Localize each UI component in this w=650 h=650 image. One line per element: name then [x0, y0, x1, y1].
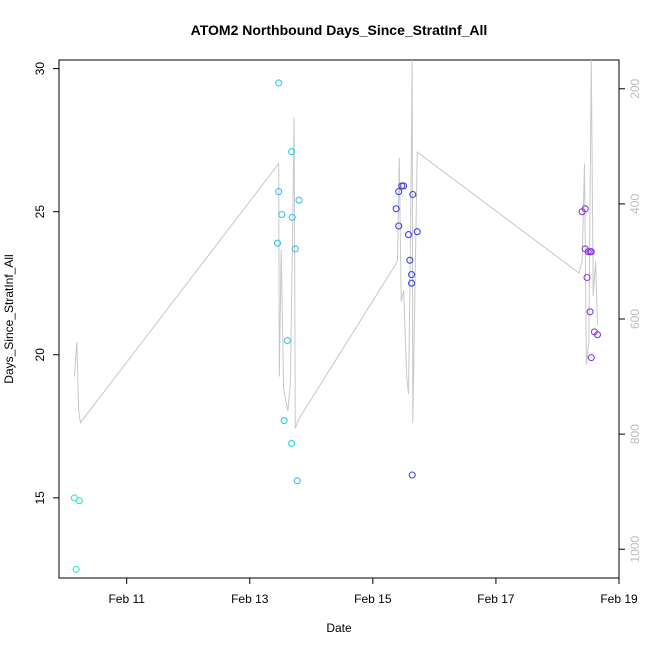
data-point-series-3-1 — [392, 205, 400, 213]
y-axis: 15 20 25 30 — [33, 62, 59, 505]
data-point-series-1-2 — [72, 565, 80, 573]
data-point-series-2-8 — [288, 213, 296, 221]
y2-tick-label-5: 1000 — [628, 536, 642, 563]
x-tick-label-4: Feb 17 — [477, 592, 515, 606]
x-tick-label-1: Feb 11 — [108, 592, 145, 606]
data-point-series-3-2 — [395, 188, 403, 196]
data-point-series-2-2 — [275, 188, 283, 196]
y-tick-label-2: 20 — [33, 348, 47, 362]
data-point-series-3-7 — [406, 256, 414, 264]
data-point-series-3-9 — [408, 279, 416, 287]
chart-title: ATOM2 Northbound Days_Since_StratInf_All — [191, 22, 488, 38]
altitude-layer — [73, 59, 598, 429]
y2-tick-label-1: 200 — [628, 78, 642, 98]
data-point-series-2-10 — [291, 245, 299, 253]
x-axis: Feb 11 Feb 13 Feb 15 Feb 17 Feb 19 — [108, 578, 638, 606]
data-point-series-4-8 — [586, 308, 594, 316]
x-axis-label: Date — [326, 621, 352, 635]
data-point-series-3-6 — [404, 231, 413, 239]
y-tick-label-4: 30 — [33, 62, 47, 76]
data-point-series-4-11 — [593, 331, 602, 339]
y-tick-label-3: 25 — [33, 205, 47, 219]
data-point-series-3-5 — [400, 182, 408, 190]
x-tick-label-3: Feb 15 — [354, 592, 392, 606]
data-point-series-3-3 — [395, 222, 403, 230]
x-tick-label-2: Feb 13 — [231, 592, 269, 606]
data-point-series-2-4 — [278, 210, 286, 219]
data-point-series-2-7 — [288, 148, 296, 156]
data-point-series-4-5 — [584, 248, 592, 256]
data-point-series-2-3 — [273, 239, 282, 247]
data-point-series-2-1 — [275, 79, 283, 87]
data-point-series-4-4 — [583, 273, 591, 282]
data-point-series-3-10 — [409, 190, 417, 199]
data-point-series-2-6 — [283, 336, 291, 345]
points-layer — [70, 79, 602, 573]
data-point-series-3-11 — [413, 228, 421, 236]
data-point-series-3-12 — [408, 471, 416, 479]
data-point-series-1-3 — [75, 497, 83, 505]
y2-axis-right: 200 400 600 800 1000 — [619, 78, 642, 563]
data-point-series-2-5 — [280, 417, 288, 425]
altitude-line — [73, 59, 598, 429]
data-point-series-2-11 — [293, 477, 301, 485]
data-point-series-2-12 — [295, 196, 303, 204]
data-point-series-4-7 — [587, 248, 595, 256]
x-tick-label-5: Feb 19 — [600, 592, 638, 606]
data-point-series-2-9 — [288, 439, 296, 448]
y2-tick-label-2: 400 — [628, 194, 642, 214]
data-point-series-3-8 — [408, 271, 416, 279]
y2-tick-label-4: 800 — [628, 424, 642, 444]
y2-tick-label-3: 600 — [628, 309, 642, 329]
data-point-series-4-9 — [587, 354, 595, 362]
data-point-series-4-2 — [581, 205, 589, 213]
y-axis-label: Days_Since_StratInf_All — [2, 254, 16, 383]
y-tick-label-1: 15 — [33, 491, 47, 505]
